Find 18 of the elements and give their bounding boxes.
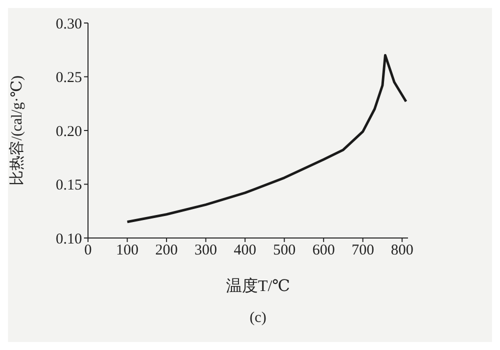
x-tick-label: 800	[390, 242, 414, 259]
x-tick-label: 0	[84, 242, 92, 259]
x-tick-label: 200	[155, 242, 178, 259]
y-tick-label: 0.10	[56, 231, 82, 248]
x-tick-label: 500	[273, 242, 296, 259]
y-tick-label: 0.25	[56, 70, 82, 86]
x-tick-label: 300	[194, 242, 218, 259]
line-series	[126, 54, 408, 224]
x-tick-label: 400	[234, 242, 256, 259]
y-tick-label: 0.30	[56, 16, 82, 32]
y-tick-label: 0.15	[56, 178, 82, 194]
x-tick-label: 700	[352, 242, 374, 259]
y-axis-title: 比热容/(cal/g·℃)	[8, 75, 26, 186]
x-tick-label: 600	[312, 242, 335, 259]
y-tick-label: 0.20	[56, 124, 82, 140]
x-tick-label: 100	[116, 242, 139, 259]
x-axis-title: 温度T/℃	[224, 276, 292, 297]
text: (c)	[248, 310, 268, 327]
